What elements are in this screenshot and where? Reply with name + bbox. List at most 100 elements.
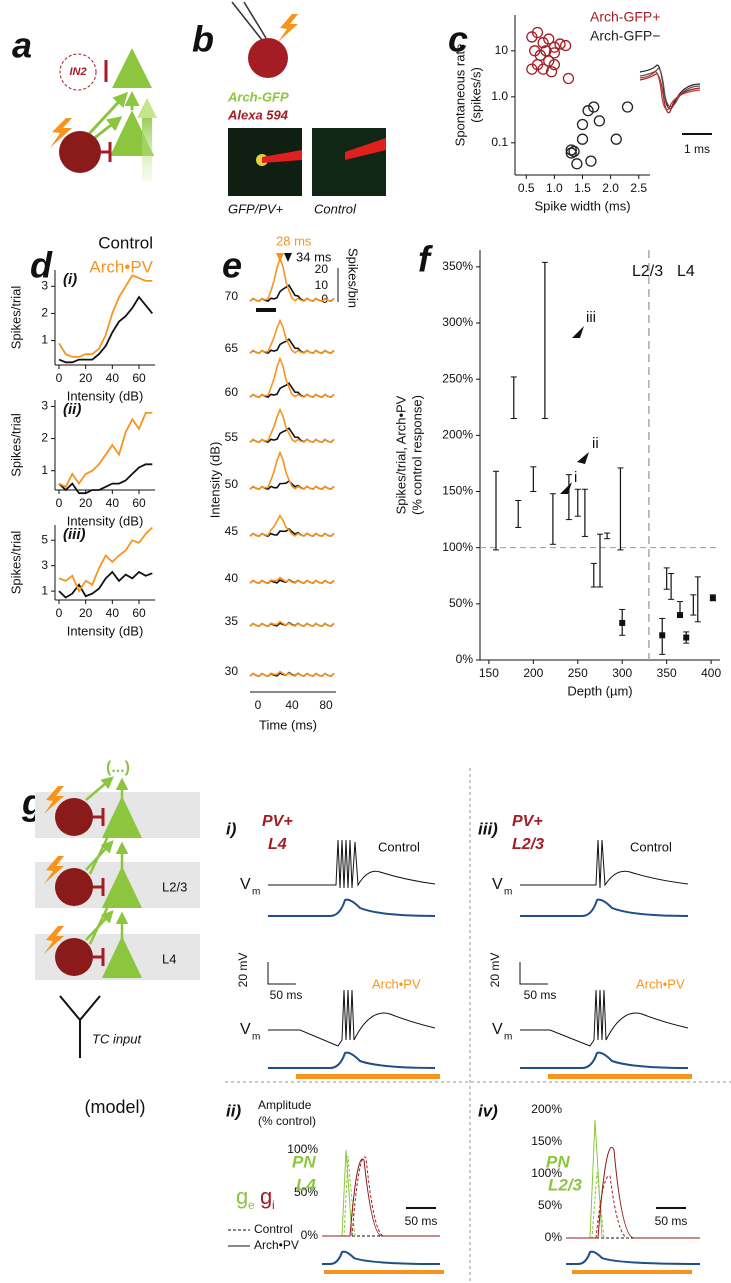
layer-label: L4 [162, 951, 176, 966]
x-tick-label: 40 [106, 371, 120, 385]
x-tick-label: 1.0 [546, 181, 563, 195]
point [586, 156, 596, 166]
ellipsis: (...) [106, 759, 130, 776]
input-label: TC input [92, 1031, 143, 1046]
vm-label: V [492, 1021, 503, 1038]
marker [710, 595, 716, 601]
axis-label: (% control) [258, 1114, 316, 1128]
psth-trace [250, 321, 334, 354]
legend-label: Arch-GFP+ [590, 9, 660, 25]
pv-cell [248, 38, 288, 78]
pv-cell [59, 131, 101, 173]
y-tick-label: 5 [41, 532, 48, 546]
y-axis-label: (% control response) [409, 395, 424, 515]
vm-sub: m [504, 1032, 512, 1043]
panel-label: a [12, 25, 32, 66]
point [561, 41, 571, 51]
legend-label: Arch•PV [89, 257, 153, 276]
y-tick-label: 300% [442, 315, 473, 329]
x-tick-label: 0 [56, 371, 63, 385]
tc-input [60, 996, 100, 1058]
legend-label: Arch-GFP− [590, 28, 660, 44]
y-tick-label: 200% [442, 428, 473, 442]
x-tick-label: 0.5 [518, 181, 535, 195]
x-tick-label: 400 [701, 666, 721, 680]
level-label: 45 [225, 524, 239, 538]
chart-title: (i) [63, 271, 77, 288]
pointer [577, 452, 589, 464]
panel-f: f L2/3 L4 iii ii i [418, 239, 695, 494]
x-axis-label: Depth (µm) [567, 683, 632, 698]
input-trace [268, 900, 435, 916]
x-tick-label: 60 [132, 371, 146, 385]
y-tick-label: 10 [495, 43, 509, 57]
cell-label: PV+ [262, 813, 293, 830]
waveform [640, 68, 700, 106]
y-tick-label: 1 [41, 583, 48, 597]
figure: a IN2 b Arch-GFP Alexa 594 GFP/PV+ Contr… [0, 0, 731, 1283]
legend-label: Control [98, 233, 153, 252]
x-tick-label: 60 [132, 606, 146, 620]
y-axis-label: Spikes/trial [8, 286, 23, 350]
tick-label: 80 [319, 698, 333, 712]
input-trace [520, 900, 688, 916]
axis-label: Amplitude [258, 1098, 312, 1112]
light-bar [548, 1074, 692, 1079]
y-tick-label: 1.0 [491, 89, 508, 103]
x-tick-label: 20 [79, 371, 93, 385]
pointer [572, 326, 584, 338]
x-tick-label: 60 [132, 496, 146, 510]
point [594, 116, 604, 126]
annotation: iii [586, 309, 596, 326]
scale-label: 50 ms [655, 1214, 688, 1228]
scale-label: 50 ms [524, 988, 557, 1002]
peak-marker [284, 253, 292, 262]
y-tick-label: 3 [41, 399, 48, 413]
y-tick-label: 2 [41, 306, 48, 320]
y-tick-label: 3 [41, 558, 48, 572]
cell-label: PN [546, 1152, 570, 1171]
line [59, 413, 152, 487]
x-tick-label: 0 [56, 496, 63, 510]
trace-label: Arch•PV [372, 976, 421, 991]
trace-label: Control [630, 839, 672, 854]
vm-sub: m [252, 887, 260, 898]
point [569, 146, 579, 156]
axis-label: Spikes/bin [346, 248, 361, 308]
light-icon [278, 14, 298, 42]
tick-label: 10 [315, 278, 329, 292]
cell-label: PN [292, 1152, 316, 1171]
panel-b: b Arch-GFP Alexa 594 GFP/PV+ Control [192, 2, 386, 216]
y-axis-label: Spikes/trial [8, 531, 23, 595]
level-label: 70 [225, 289, 239, 303]
point [578, 120, 588, 130]
annotation: i [574, 469, 577, 486]
micrograph [312, 128, 386, 196]
y-tick-label: 3 [41, 278, 48, 292]
tick-label: 50% [538, 1198, 562, 1212]
legend-gi-sub: i [272, 1198, 275, 1212]
y-tick-label: 1 [41, 333, 48, 347]
psth-trace [250, 516, 334, 537]
chart-title: (iii) [63, 526, 86, 543]
psth-trace [250, 578, 334, 584]
y-tick-label: 350% [442, 259, 473, 273]
point [572, 159, 582, 169]
y-tick-label: 250% [442, 371, 473, 385]
chart-title: (ii) [63, 401, 81, 418]
y-tick-label: 50% [449, 596, 473, 610]
panel-label: b [192, 19, 214, 60]
pointer [560, 482, 572, 494]
tick-label: 0 [255, 698, 262, 712]
subpanel-label: ii) [226, 1101, 241, 1120]
point [578, 134, 588, 144]
subpanel-label: iii) [478, 819, 498, 838]
level-label: 65 [225, 341, 239, 355]
y-tick-label: 0.1 [491, 135, 508, 149]
pipette [244, 2, 266, 38]
in2-label: IN2 [69, 66, 86, 78]
stain-label: Arch-GFP [227, 89, 289, 104]
input-trace [566, 1252, 700, 1264]
line [59, 297, 152, 362]
psth-trace [250, 410, 334, 443]
